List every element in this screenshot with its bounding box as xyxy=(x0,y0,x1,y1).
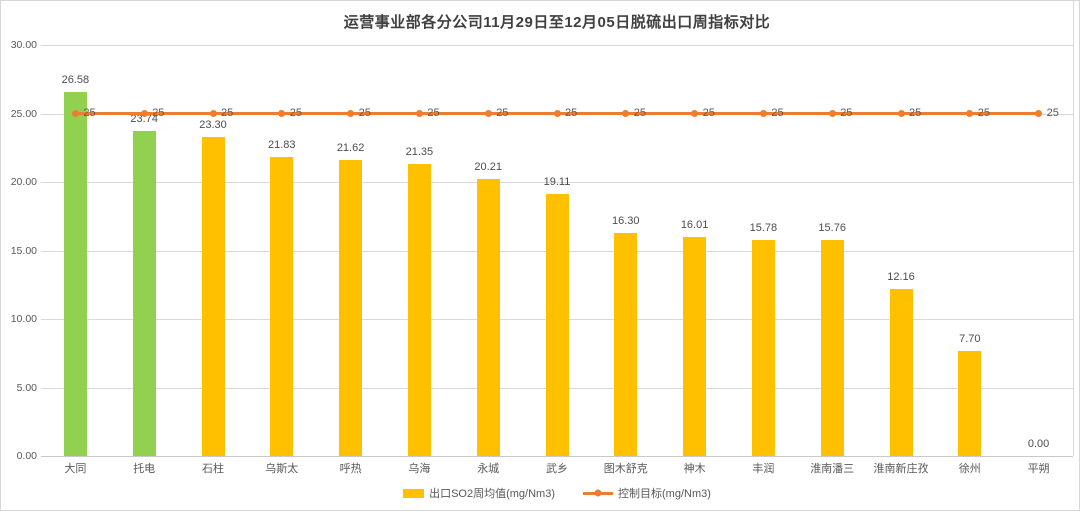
target-value-label: 25 xyxy=(1046,107,1059,119)
bar-value-label: 21.35 xyxy=(405,145,434,158)
x-axis-tick-label: 呼热 xyxy=(339,463,362,475)
x-axis-tick-label: 永城 xyxy=(477,463,500,475)
target-marker-icon xyxy=(691,110,699,117)
bar-value-label: 7.70 xyxy=(959,332,981,345)
target-marker-icon xyxy=(622,110,630,117)
target-marker-icon xyxy=(347,110,355,117)
bar xyxy=(614,232,638,456)
x-axis-tick-label: 淮南潘三 xyxy=(810,463,855,475)
gridline xyxy=(41,182,1073,183)
bar xyxy=(820,240,844,456)
bar-value-label: 21.62 xyxy=(336,141,365,154)
bar xyxy=(476,179,500,456)
bar xyxy=(683,236,707,456)
legend: 出口SO2周均值(mg/Nm3) 控制目标(mg/Nm3) xyxy=(41,485,1073,501)
target-value-label: 25 xyxy=(427,107,440,119)
x-axis-tick-label: 乌斯太 xyxy=(265,463,299,475)
target-value-label: 25 xyxy=(909,107,922,119)
y-axis-tick-label: 10.00 xyxy=(10,313,37,325)
bar-series-swatch-icon xyxy=(403,488,425,498)
target-value-label: 25 xyxy=(771,107,784,119)
target-marker-icon xyxy=(553,110,561,117)
target-value-label: 25 xyxy=(840,107,853,119)
y-axis-tick-label: 25.00 xyxy=(10,107,37,120)
target-marker-icon xyxy=(278,110,286,117)
target-value-label: 25 xyxy=(565,107,578,119)
bar xyxy=(132,130,156,456)
x-axis-tick-label: 武乡 xyxy=(545,463,568,475)
plot-right-border xyxy=(1073,1,1074,456)
x-axis-tick-label: 丰润 xyxy=(752,463,775,475)
target-value-label: 25 xyxy=(152,107,165,119)
target-value-label: 25 xyxy=(83,107,96,119)
legend-label-line-series: 控制目标(mg/Nm3) xyxy=(618,488,711,500)
target-marker-icon xyxy=(966,110,974,117)
bar-value-label: 20.21 xyxy=(474,161,502,174)
x-axis-tick-label: 托电 xyxy=(133,463,156,475)
line-series-swatch-icon xyxy=(583,489,613,497)
target-value-label: 25 xyxy=(358,107,371,119)
bar xyxy=(545,194,569,456)
gridline xyxy=(41,456,1073,457)
target-value-label: 25 xyxy=(702,107,715,119)
bar-value-label: 19.11 xyxy=(543,176,571,189)
target-value-label: 25 xyxy=(977,107,991,119)
y-axis-tick-label: 15.00 xyxy=(10,244,37,257)
x-axis-tick-label: 石柱 xyxy=(201,463,224,475)
x-axis-tick-label: 徐州 xyxy=(958,463,981,475)
x-axis-tick-label: 乌海 xyxy=(408,463,431,475)
target-marker-icon xyxy=(828,110,836,117)
bar-value-label: 12.16 xyxy=(887,271,915,284)
target-marker-icon xyxy=(1035,110,1043,117)
y-axis-tick-label: 20.00 xyxy=(10,176,37,188)
target-marker-icon xyxy=(415,110,423,117)
bar xyxy=(270,156,294,456)
bar-value-label: 26.58 xyxy=(61,73,90,86)
y-axis-tick-label: 30.00 xyxy=(10,39,37,51)
x-axis-tick-label: 图木舒克 xyxy=(603,463,648,475)
bar xyxy=(201,136,225,456)
target-marker-icon xyxy=(484,110,492,117)
bar-value-label: 16.01 xyxy=(680,218,709,231)
bar-value-label: 15.76 xyxy=(818,222,846,235)
bar xyxy=(339,159,363,456)
target-value-label: 25 xyxy=(221,107,234,119)
x-axis-tick-label: 淮南新庄孜 xyxy=(873,463,929,475)
target-value-label: 25 xyxy=(289,107,303,119)
target-marker-icon xyxy=(897,110,905,117)
y-axis-tick-label: 0.00 xyxy=(16,450,37,462)
x-axis-tick-label: 平朔 xyxy=(1027,463,1050,475)
x-axis-tick-label: 大同 xyxy=(64,463,87,475)
target-value-label: 25 xyxy=(496,107,509,119)
bar xyxy=(751,239,775,456)
gridline xyxy=(41,45,1073,46)
bar xyxy=(63,91,87,456)
bar xyxy=(958,350,982,456)
chart-title: 运营事业部各分公司11月29日至12月05日脱硫出口周指标对比 xyxy=(343,14,771,31)
legend-item-line-series: 控制目标(mg/Nm3) xyxy=(583,485,711,501)
bar-value-label: 23.30 xyxy=(199,118,227,131)
line-marker-icon xyxy=(594,489,602,497)
legend-item-bar-series: 出口SO2周均值(mg/Nm3) xyxy=(403,485,555,501)
target-marker-icon xyxy=(71,110,79,117)
target-value-label: 25 xyxy=(633,107,647,119)
target-marker-icon xyxy=(140,110,148,117)
bar xyxy=(407,163,431,456)
x-axis-tick-label: 神木 xyxy=(683,463,706,475)
legend-label-bar-series: 出口SO2周均值(mg/Nm3) xyxy=(429,488,555,500)
target-marker-icon xyxy=(759,110,767,117)
y-axis-tick-label: 5.00 xyxy=(16,381,37,394)
bar-value-label: 16.30 xyxy=(612,214,640,227)
bar-value-label: 15.78 xyxy=(749,221,778,234)
bar-value-label: 21.83 xyxy=(268,138,296,151)
bar-value-label: 23.74 xyxy=(130,112,158,125)
bar xyxy=(889,289,913,456)
bar-value-label: 0.00 xyxy=(1027,438,1050,450)
target-marker-icon xyxy=(209,110,217,117)
